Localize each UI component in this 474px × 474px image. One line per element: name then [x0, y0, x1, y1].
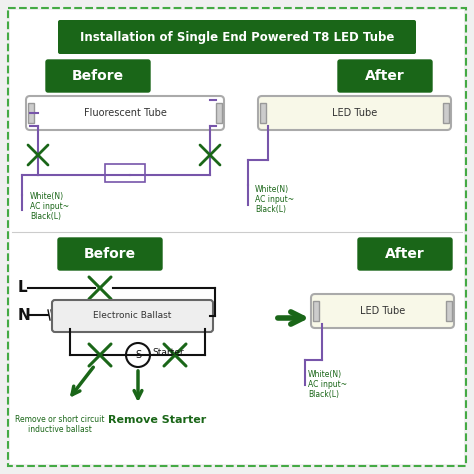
- Bar: [105, 164, 145, 182]
- Text: Black(L): Black(L): [255, 205, 286, 214]
- Text: LED Tube: LED Tube: [332, 108, 377, 118]
- FancyBboxPatch shape: [338, 60, 432, 92]
- FancyBboxPatch shape: [358, 238, 452, 270]
- FancyBboxPatch shape: [311, 294, 454, 328]
- Bar: [313, 301, 319, 321]
- FancyBboxPatch shape: [46, 60, 150, 92]
- Text: Electronic Ballast: Electronic Ballast: [93, 311, 171, 320]
- Bar: [216, 103, 222, 123]
- FancyBboxPatch shape: [26, 96, 224, 130]
- Text: Starter: Starter: [152, 348, 183, 357]
- Text: Remove or short circuit
inductive ballast: Remove or short circuit inductive ballas…: [15, 415, 104, 434]
- Text: Black(L): Black(L): [30, 212, 61, 221]
- Text: Fluorescent Tube: Fluorescent Tube: [83, 108, 166, 118]
- Text: After: After: [365, 69, 405, 83]
- FancyBboxPatch shape: [52, 300, 213, 332]
- Text: Black(L): Black(L): [308, 390, 339, 399]
- Bar: [446, 301, 452, 321]
- Bar: [28, 103, 34, 123]
- Text: Before: Before: [84, 247, 136, 261]
- FancyBboxPatch shape: [58, 20, 416, 54]
- Bar: [443, 103, 449, 123]
- Text: AC input~: AC input~: [308, 380, 347, 389]
- Text: Remove Starter: Remove Starter: [108, 415, 206, 425]
- Text: Before: Before: [72, 69, 124, 83]
- Text: L: L: [18, 281, 27, 295]
- Text: LED Tube: LED Tube: [360, 306, 405, 316]
- Text: S: S: [135, 350, 141, 360]
- FancyBboxPatch shape: [58, 238, 162, 270]
- Text: AC input~: AC input~: [30, 202, 69, 211]
- Text: N: N: [18, 308, 31, 322]
- Text: Installation of Single End Powered T8 LED Tube: Installation of Single End Powered T8 LE…: [80, 30, 394, 44]
- Text: White(N): White(N): [308, 370, 342, 379]
- Text: White(N): White(N): [30, 192, 64, 201]
- Text: AC input~: AC input~: [255, 195, 294, 204]
- Text: White(N): White(N): [255, 185, 289, 194]
- FancyBboxPatch shape: [258, 96, 451, 130]
- Text: After: After: [385, 247, 425, 261]
- Bar: [260, 103, 266, 123]
